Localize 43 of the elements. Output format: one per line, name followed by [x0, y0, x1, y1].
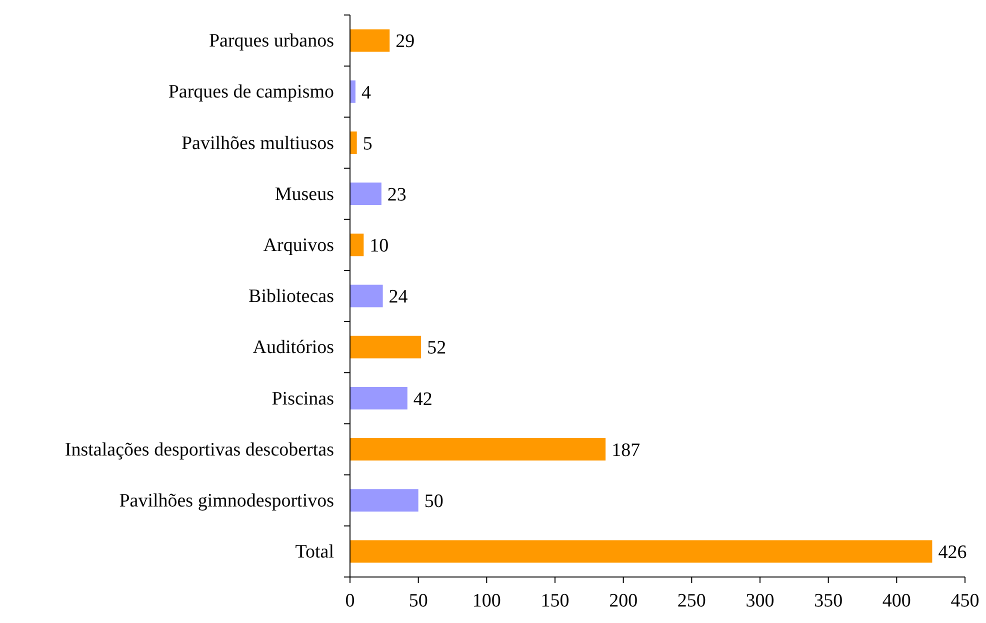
x-tick-label: 400 [882, 590, 911, 612]
data-label: 10 [370, 236, 389, 257]
data-label: 5 [362, 133, 372, 154]
y-tick-label: Instalações desportivas descobertas [64, 439, 334, 460]
x-tick-label: 100 [472, 590, 501, 612]
bar [350, 386, 408, 410]
x-tick-label: 50 [408, 590, 428, 612]
y-tick-label: Pavilhões gimnodesportivos [119, 490, 334, 512]
bar [350, 131, 357, 154]
y-tick-label: Auditórios [252, 337, 334, 358]
bar [350, 182, 382, 206]
data-label: 42 [413, 388, 432, 410]
data-label: 50 [424, 491, 444, 512]
data-label: 4 [361, 82, 372, 104]
bar [350, 489, 418, 512]
data-label: 187 [612, 440, 640, 461]
x-tick-label: 450 [950, 590, 980, 612]
x-tick-label: 150 [540, 590, 570, 612]
y-tick-label: Total [295, 542, 334, 563]
bar [350, 336, 422, 358]
data-label: 426 [938, 542, 967, 564]
bar [350, 284, 383, 308]
y-tick-label: Pavilhões multiusos [181, 132, 334, 154]
bar [350, 438, 606, 461]
y-tick-label: Parques de campismo [168, 82, 334, 103]
data-label: 23 [387, 184, 406, 206]
bar [350, 29, 390, 52]
y-tick-label: Arquivos [263, 234, 334, 256]
y-tick-label: Museus [274, 184, 334, 205]
data-label: 29 [396, 31, 415, 52]
bar [350, 80, 356, 103]
x-tick-label: 300 [746, 590, 774, 612]
bar [350, 234, 364, 256]
x-tick-label: 0 [345, 590, 355, 612]
y-tick-label: Parques urbanos [208, 30, 334, 52]
x-tick-label: 250 [677, 590, 706, 612]
y-tick-label: Bibliotecas [248, 286, 334, 308]
x-tick-label: 200 [609, 590, 638, 612]
x-tick-label: 350 [814, 590, 843, 612]
y-tick-label: Piscinas [272, 388, 334, 410]
data-label: 52 [427, 338, 446, 359]
data-label: 24 [388, 286, 408, 308]
bar [350, 540, 932, 563]
